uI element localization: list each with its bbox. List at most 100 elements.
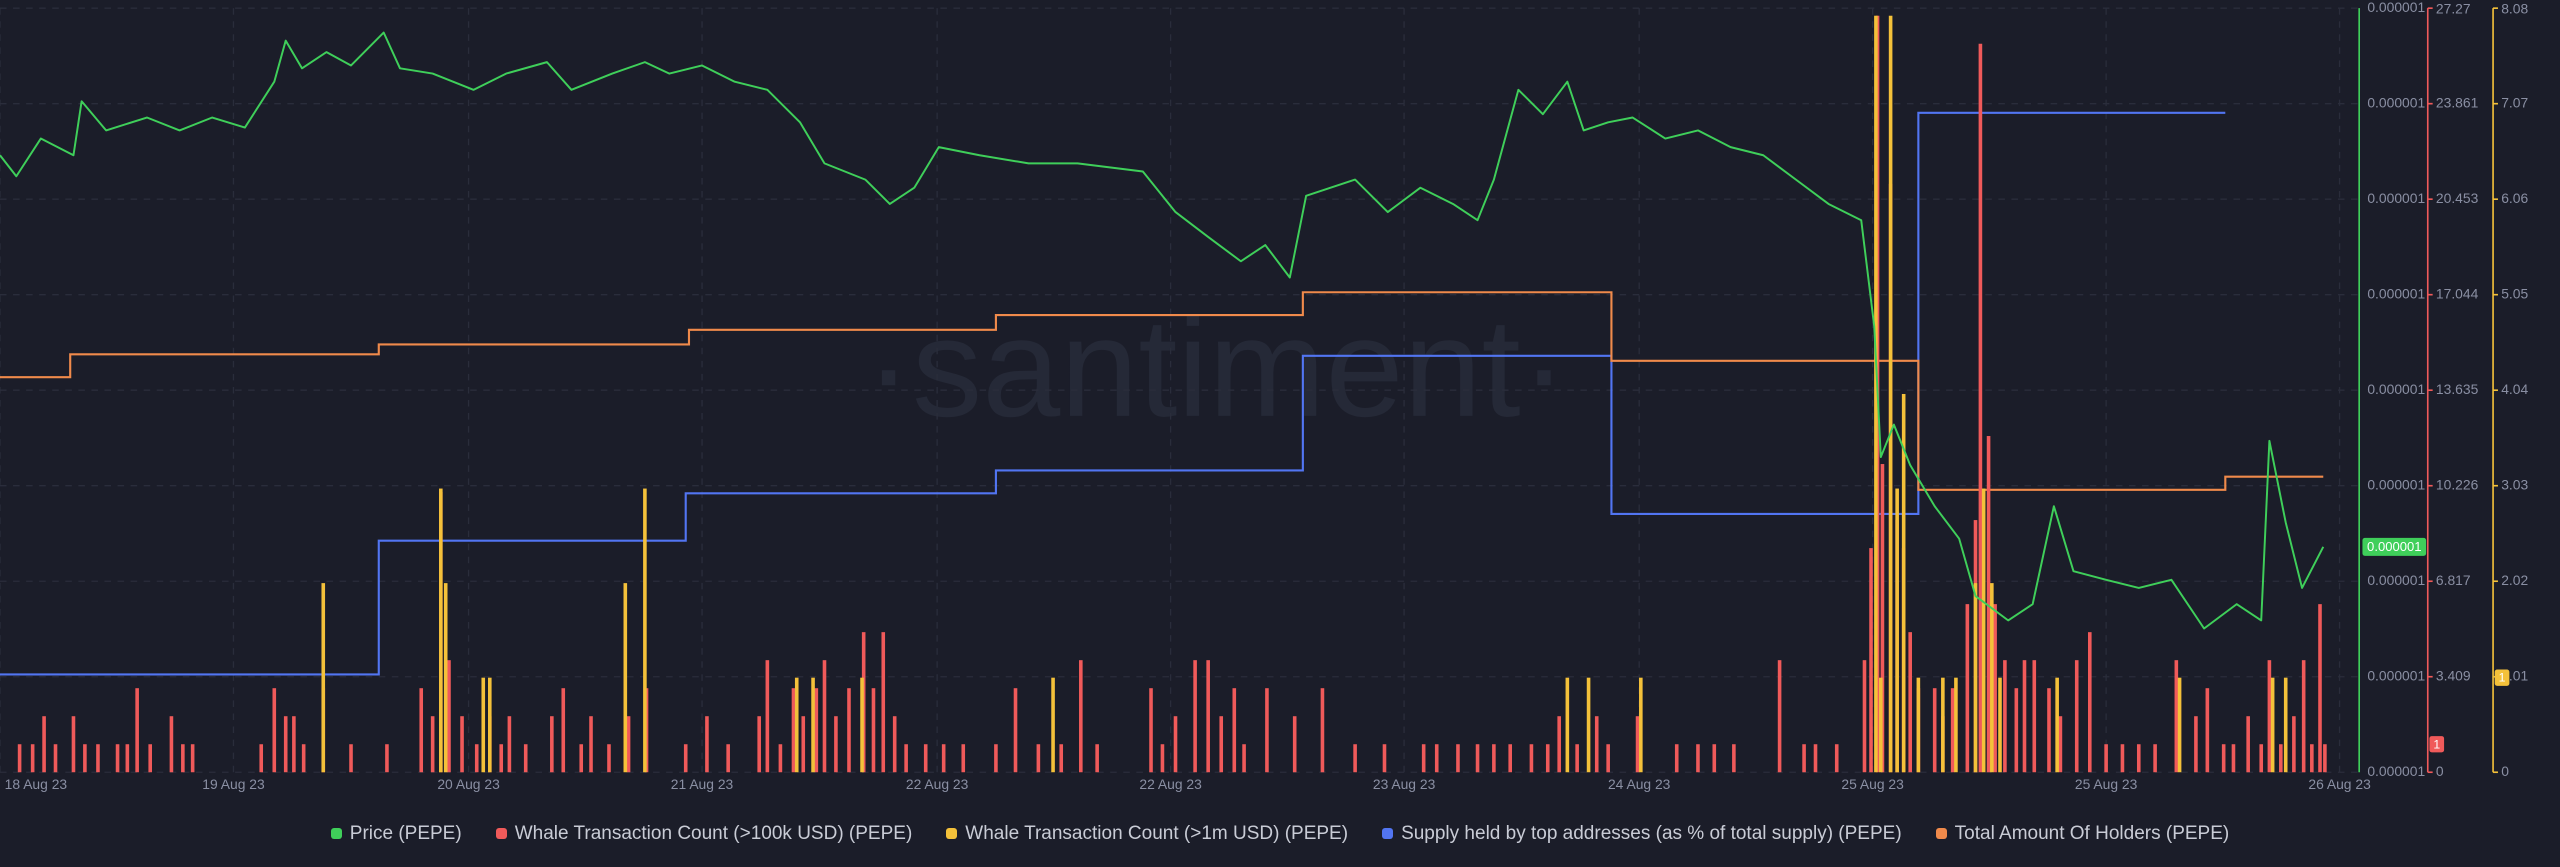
- bar: [2259, 744, 2264, 773]
- bar: [2153, 744, 2157, 773]
- bar: [1908, 632, 1912, 773]
- bar: [2120, 744, 2125, 773]
- x-tick-label: 18 Aug 23: [5, 776, 68, 792]
- legend-item[interactable]: Whale Transaction Count (>100k USD) (PEP…: [495, 823, 912, 845]
- bar: [460, 716, 464, 773]
- bar: [1916, 677, 1921, 773]
- bar: [443, 583, 448, 773]
- bar: [125, 744, 130, 773]
- bar: [1586, 677, 1591, 773]
- x-tick-label: 21 Aug 23: [671, 776, 734, 792]
- bar: [579, 744, 584, 773]
- bar: [1950, 688, 1955, 773]
- bar: [1696, 744, 1700, 773]
- bar: [2279, 744, 2283, 773]
- bar: [2318, 604, 2322, 773]
- x-tick-label: 25 Aug 23: [2075, 776, 2138, 792]
- bar: [1475, 744, 1480, 773]
- y2-tick-label: 23.861: [2436, 94, 2479, 110]
- legend-item[interactable]: Whale Transaction Count (>1m USD) (PEPE): [946, 823, 1348, 845]
- bar: [301, 744, 306, 773]
- bar: [2088, 632, 2092, 773]
- bar: [499, 744, 504, 773]
- bar: [1802, 744, 1806, 773]
- legend-marker: [1935, 828, 1947, 839]
- bar: [881, 632, 886, 773]
- bar: [2270, 677, 2275, 773]
- bar: [1990, 583, 1994, 773]
- y-tick-label: 0.000001: [2367, 381, 2425, 397]
- x-tick-label: 22 Aug 23: [906, 776, 969, 792]
- y-tick-label: 0.000001: [2367, 285, 2425, 301]
- bar: [2194, 716, 2198, 773]
- bar: [794, 677, 799, 773]
- legend-label: Supply held by top addresses (as % of to…: [1401, 822, 1902, 844]
- bar: [1173, 716, 1178, 773]
- bar: [1206, 660, 1210, 773]
- y3-tick-label: 4.04: [2501, 381, 2528, 397]
- y2-tick-label: 3.409: [2436, 667, 2471, 683]
- bar: [941, 744, 946, 773]
- y-tick-label: 0.000001: [2367, 94, 2425, 110]
- step-line: [0, 111, 2226, 676]
- bar: [994, 744, 998, 773]
- bar: [169, 716, 174, 773]
- bar: [1834, 744, 1839, 773]
- y2-tick-label: 0: [2436, 763, 2444, 779]
- x-tick-label: 26 Aug 23: [2308, 776, 2371, 792]
- bar: [71, 716, 76, 773]
- bar: [181, 744, 185, 773]
- bar: [550, 716, 554, 773]
- y2-tick-label: 6.817: [2436, 572, 2471, 588]
- bar: [860, 677, 864, 773]
- bar: [1545, 744, 1550, 773]
- bar: [1059, 744, 1064, 773]
- bar: [683, 744, 688, 773]
- x-tick-label: 23 Aug 23: [1373, 776, 1436, 792]
- bar: [923, 744, 928, 773]
- bar: [1508, 744, 1512, 773]
- bar: [135, 688, 139, 773]
- bar: [643, 488, 647, 773]
- y-tick-label: 0.000001: [2367, 476, 2425, 492]
- y2-tick-label: 17.044: [2436, 285, 2479, 301]
- bar: [2055, 677, 2059, 773]
- bar: [1932, 688, 1937, 773]
- bar: [1382, 744, 1387, 773]
- bar: [2221, 744, 2226, 773]
- bar: [523, 744, 528, 773]
- legend-label: Whale Transaction Count (>1m USD) (PEPE): [965, 822, 1349, 844]
- bar: [847, 688, 851, 773]
- bar: [1973, 583, 1978, 773]
- legend-marker: [946, 828, 958, 839]
- bar: [30, 744, 35, 773]
- legend-item[interactable]: Total Amount Of Holders (PEPE): [1935, 823, 2229, 845]
- bar: [385, 744, 389, 773]
- legend-item[interactable]: Price (PEPE): [330, 823, 462, 845]
- y3-tick-label: 6.06: [2501, 190, 2528, 206]
- bar: [778, 744, 783, 773]
- bar: [430, 716, 435, 773]
- bar: [726, 744, 730, 773]
- bar: [1993, 604, 1997, 773]
- bar: [2047, 688, 2051, 773]
- bar: [1421, 744, 1426, 773]
- bar: [1265, 688, 1269, 773]
- bar: [2310, 744, 2314, 773]
- bar: [1013, 688, 1018, 773]
- x-tick-label: 25 Aug 23: [1841, 776, 1904, 792]
- bar: [1292, 716, 1297, 773]
- bar: [1219, 716, 1224, 773]
- y-tick-label: 0.000001: [2367, 0, 2425, 15]
- bar: [1353, 744, 1357, 773]
- bar: [1575, 744, 1579, 773]
- current-badge: [2429, 736, 2445, 753]
- bar: [1869, 548, 1873, 773]
- legend-item[interactable]: Supply held by top addresses (as % of to…: [1382, 823, 1902, 845]
- bar: [2022, 660, 2027, 773]
- bar: [1193, 660, 1197, 773]
- bar: [1941, 677, 1945, 773]
- bar: [2104, 744, 2108, 773]
- bar: [892, 716, 897, 773]
